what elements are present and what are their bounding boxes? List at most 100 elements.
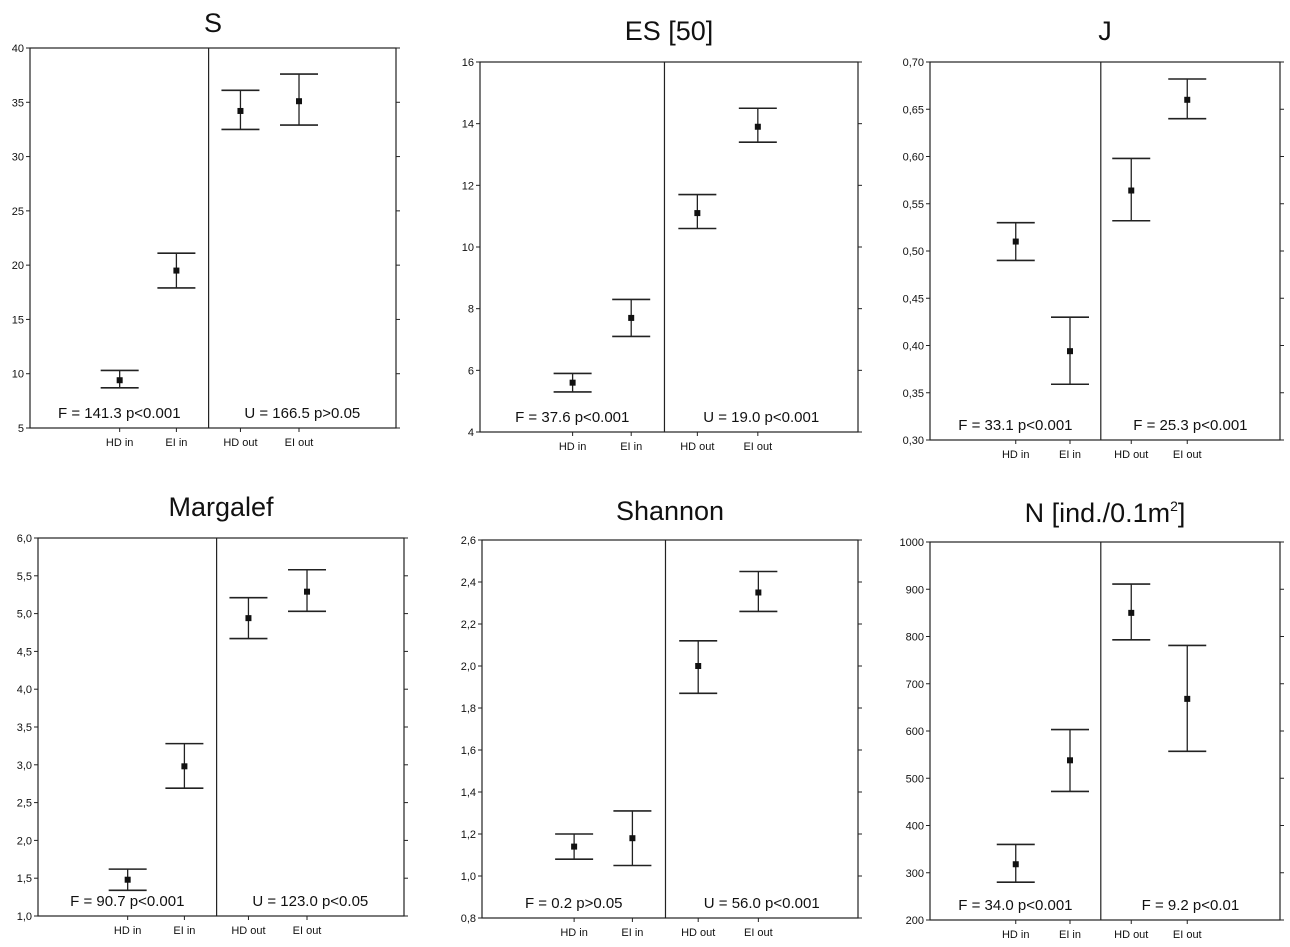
mean-marker xyxy=(1067,348,1073,355)
y-tick-label: 10 xyxy=(12,369,24,381)
x-tick-label: HD out xyxy=(1114,929,1148,941)
y-tick-label: 500 xyxy=(906,773,924,785)
y-tick-label: 6 xyxy=(468,365,474,377)
stat-annotation-left: F = 90.7 p<0.001 xyxy=(70,893,184,910)
y-tick-label: 2,2 xyxy=(461,619,476,631)
chart-panel: S 5 10 15 20 25 30 35 40 HD in EI in HD out EI out F … xyxy=(12,8,400,449)
x-tick-label: HD out xyxy=(680,441,714,453)
y-tick-label: 0,40 xyxy=(903,341,924,353)
plot-frame xyxy=(929,61,1281,441)
y-tick-label: 3,5 xyxy=(17,722,32,734)
mean-marker xyxy=(1184,96,1191,103)
chart-panel: Shannon 0,8 1,0 1,2 1,4 1,6 1,8 2,0 2,2 2,4 2,6 HD … xyxy=(461,496,862,939)
y-tick-label: 4,0 xyxy=(17,684,32,696)
chart-title: Margalef xyxy=(168,492,274,522)
y-tick-label: 0,60 xyxy=(903,152,924,164)
mean-marker xyxy=(694,210,701,217)
stat-annotation-left: F = 37.6 p<0.001 xyxy=(515,409,629,426)
stat-annotation-right: U = 166.5 p>0.05 xyxy=(244,405,360,422)
y-tick-label: 1,0 xyxy=(17,911,32,923)
x-tick-label: HD in xyxy=(560,927,588,939)
y-tick-label: 600 xyxy=(906,726,924,738)
mean-marker xyxy=(245,615,252,622)
stat-annotation-right: U = 56.0 p<0.001 xyxy=(704,895,820,912)
plot-frame xyxy=(479,61,859,433)
x-tick-label: EI in xyxy=(620,441,642,453)
y-tick-label: 20 xyxy=(12,260,24,272)
y-tick-label: 2,0 xyxy=(17,835,32,847)
x-tick-label: EI in xyxy=(165,437,187,449)
y-tick-label: 30 xyxy=(12,152,24,164)
plot-frame xyxy=(37,537,405,917)
chart-panel: J 0,30 0,35 0,40 0,45 0,50 0,55 0,60 0,65 0,70 HD … xyxy=(903,16,1284,461)
x-tick-label: EI out xyxy=(285,437,314,449)
mean-marker xyxy=(173,267,180,274)
y-tick-label: 5 xyxy=(18,423,24,435)
y-tick-label: 4 xyxy=(468,427,474,439)
mean-marker xyxy=(571,843,578,850)
x-tick-label: HD out xyxy=(681,927,715,939)
y-tick-label: 0,8 xyxy=(461,913,476,925)
y-tick-label: 800 xyxy=(906,632,924,644)
x-tick-label: HD in xyxy=(106,437,134,449)
plot-frame xyxy=(481,539,859,919)
y-tick-label: 700 xyxy=(906,679,924,691)
chart-title: J xyxy=(1098,16,1112,46)
title-end: ] xyxy=(1178,498,1186,528)
y-tick-label: 1,5 xyxy=(17,873,32,885)
x-tick-label: HD in xyxy=(1002,449,1030,461)
mean-marker xyxy=(629,835,636,842)
mean-marker xyxy=(1184,695,1191,702)
y-tick-label: 2,4 xyxy=(461,577,476,589)
x-tick-label: HD in xyxy=(559,441,587,453)
mean-marker xyxy=(1128,187,1135,194)
stat-annotation-left: F = 0.2 p>0.05 xyxy=(525,895,623,912)
stat-annotation-right: U = 123.0 p<0.05 xyxy=(252,893,368,910)
mean-marker xyxy=(181,763,188,770)
mean-marker xyxy=(1012,861,1019,868)
x-tick-label: EI out xyxy=(743,441,772,453)
x-tick-label: HD in xyxy=(1002,929,1030,941)
x-tick-label: HD in xyxy=(114,925,142,937)
plot-frame xyxy=(929,541,1281,921)
y-tick-label: 1,6 xyxy=(461,745,476,757)
y-tick-label: 1,8 xyxy=(461,703,476,715)
y-tick-label: 1,4 xyxy=(461,787,476,799)
y-tick-label: 25 xyxy=(12,206,24,218)
y-tick-label: 1000 xyxy=(900,537,924,549)
x-tick-label: EI in xyxy=(1059,929,1081,941)
x-tick-label: HD out xyxy=(1114,449,1148,461)
y-tick-label: 5,5 xyxy=(17,571,32,583)
chart-title: ES [50] xyxy=(625,16,714,46)
mean-marker xyxy=(1067,757,1073,764)
y-tick-label: 400 xyxy=(906,821,924,833)
y-tick-label: 0,70 xyxy=(903,57,924,69)
mean-marker xyxy=(1012,238,1019,245)
y-tick-label: 0,55 xyxy=(903,199,924,211)
stat-annotation-left: F = 34.0 p<0.001 xyxy=(958,897,1072,914)
mean-marker xyxy=(1128,609,1135,616)
y-tick-label: 0,35 xyxy=(903,388,924,400)
y-tick-label: 14 xyxy=(462,119,474,131)
mean-marker xyxy=(116,377,123,384)
y-tick-label: 15 xyxy=(12,314,24,326)
mean-marker xyxy=(296,98,303,105)
chart-title: N [ind./0.1m2] xyxy=(1025,498,1186,528)
y-tick-label: 0,45 xyxy=(903,293,924,305)
x-tick-label: EI in xyxy=(1059,449,1081,461)
mean-marker xyxy=(124,876,131,883)
y-tick-label: 3,0 xyxy=(17,760,32,772)
y-tick-label: 4,5 xyxy=(17,646,32,658)
stat-annotation-right: F = 9.2 p<0.01 xyxy=(1142,897,1240,914)
mean-marker xyxy=(628,314,635,321)
y-tick-label: 40 xyxy=(12,43,24,55)
y-tick-label: 1,0 xyxy=(461,871,476,883)
mean-marker xyxy=(695,663,702,669)
y-tick-label: 0,30 xyxy=(903,435,924,447)
y-tick-label: 5,0 xyxy=(17,609,32,621)
y-tick-label: 0,50 xyxy=(903,246,924,258)
x-tick-label: EI out xyxy=(744,927,773,939)
stat-annotation-left: F = 33.1 p<0.001 xyxy=(958,417,1072,434)
y-tick-label: 0,65 xyxy=(903,104,924,116)
